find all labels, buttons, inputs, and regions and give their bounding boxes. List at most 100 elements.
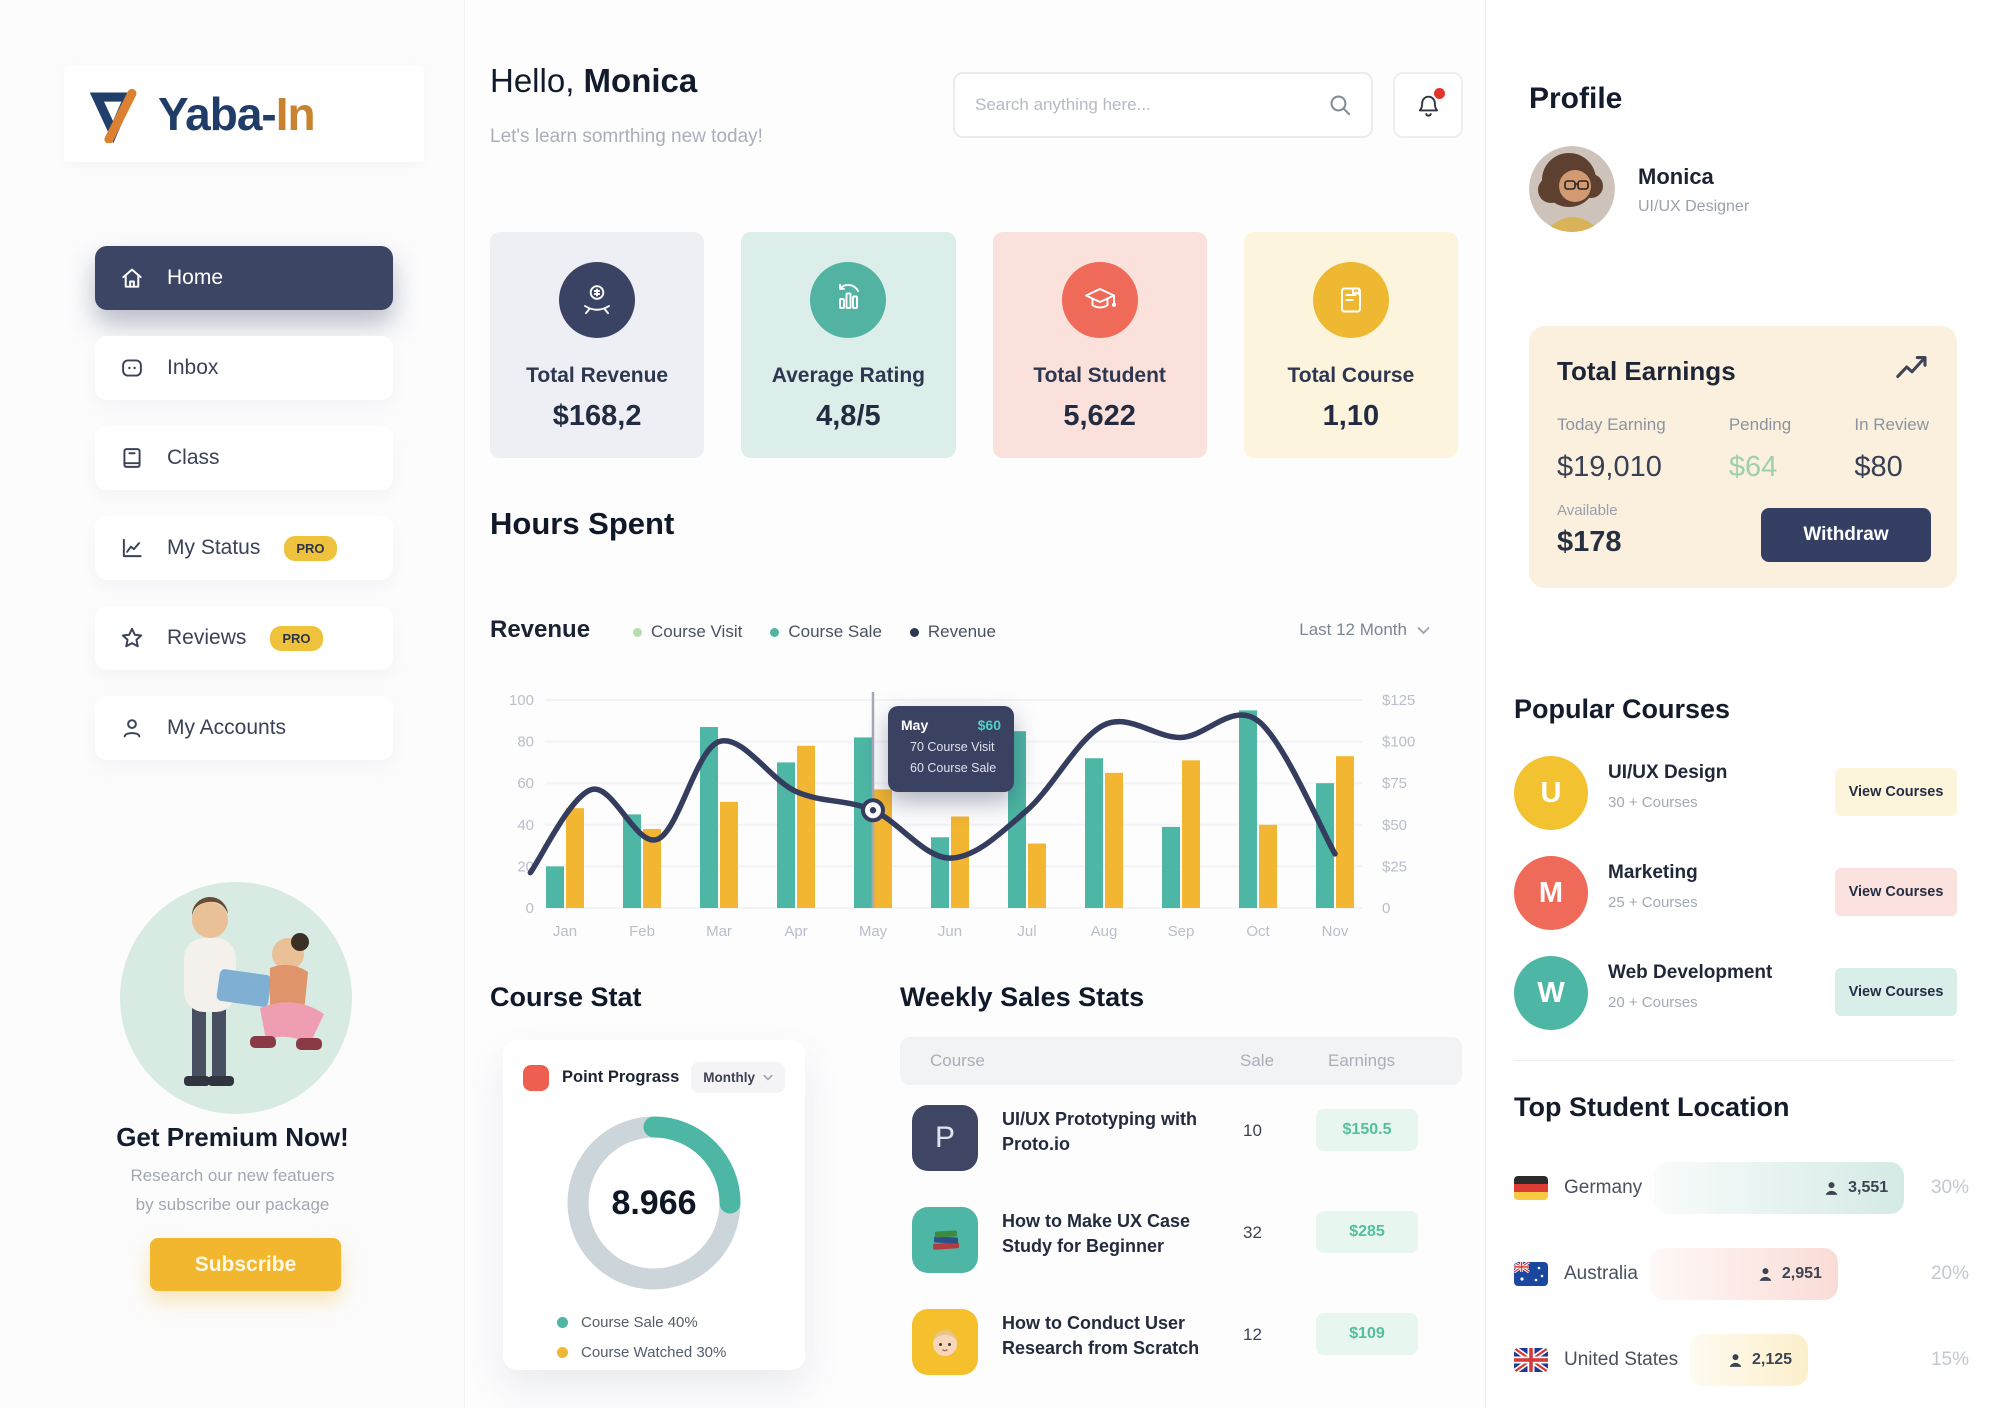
svg-text:40: 40 [517,817,534,834]
svg-text:Jul: Jul [1017,923,1036,940]
tooltip-month: May [901,717,929,733]
premium-illustration [120,882,352,1114]
divider [1514,1060,1954,1061]
brand-logo-icon [89,88,137,143]
course-item-uiux-design[interactable]: U UI/UX Design 30 + Courses View Courses [1514,752,1969,836]
tooltip-line: 70 Course Visit [910,740,995,754]
chart-tooltip: May $60 70 Course Visit 60 Course Sale [888,706,1014,792]
table-row[interactable]: P UI/UX Prototyping with Proto.io 10 $15… [900,1099,1462,1191]
view-courses-button[interactable]: View Courses [1835,968,1957,1016]
legend-revenue: Revenue [909,622,996,642]
books-icon [912,1207,978,1273]
proto-io-icon: P [912,1105,978,1171]
svg-text:$100: $100 [1382,734,1415,751]
avatar[interactable] [1529,146,1615,232]
svg-text:Apr: Apr [784,923,807,940]
graduation-cap-icon [1061,262,1138,338]
svg-text:Aug: Aug [1091,923,1118,940]
svg-text:May: May [859,923,888,940]
chart-legend: Course Visit Course Sale Revenue [633,622,996,642]
sidebar-item-inbox[interactable]: Inbox [95,336,393,400]
revenue-icon [559,262,636,338]
point-progress-icon [523,1064,549,1091]
course-stat-card: Point Prograss Monthly 8.966 Course Sale… [503,1040,805,1370]
earnings-badge: $109 [1316,1313,1418,1355]
total-earnings-title: Total Earnings [1557,356,1736,386]
view-courses-button[interactable]: View Courses [1835,868,1957,916]
monthly-dropdown[interactable]: Monthly [691,1062,785,1093]
legend-dot [633,627,642,637]
withdraw-button[interactable]: Withdraw [1761,508,1931,562]
table-row[interactable]: How to Make UX Case Study for Beginner 3… [900,1201,1462,1293]
course-icon [1312,262,1389,338]
right-panel: Profile Monica UI/UX Designer Total Earn… [1485,0,1996,1408]
sidebar-item-class[interactable]: Class [95,426,393,490]
stat-cards: Total Revenue $168,2 Average Rating 4,8/… [490,232,1458,458]
brand-logo[interactable]: Yaba-In [64,66,424,162]
stat-value: 5,622 [1063,400,1136,432]
today-earning: Today Earning $19,010 [1557,415,1666,483]
sidebar-nav: Home Inbox Class My Status PRO [95,246,393,760]
stat-label: Total Student [1033,364,1166,387]
svg-text:$25: $25 [1382,858,1407,875]
course-item-web-development[interactable]: W Web Development 20 + Courses View Cour… [1514,952,1969,1036]
student-count-bar: 3,551 [1654,1162,1905,1214]
stat-card-average-rating[interactable]: Average Rating 4,8/5 [741,232,956,458]
course-item-marketing[interactable]: M Marketing 25 + Courses View Courses [1514,852,1969,936]
stat-card-total-course[interactable]: Total Course 1,10 [1243,232,1458,458]
earnings-badge: $150.5 [1316,1109,1418,1151]
course-initial-badge: M [1514,856,1588,930]
svg-text:$125: $125 [1382,692,1415,709]
sidebar-item-home[interactable]: Home [95,246,393,310]
sidebar-item-my-status[interactable]: My Status PRO [95,516,393,580]
search-icon[interactable] [1327,92,1353,118]
available-value: $178 [1557,526,1622,558]
subscribe-button[interactable]: Subscribe [150,1238,341,1291]
legend-dot [770,627,780,637]
in-review-earning: In Review $80 [1854,415,1929,483]
date-range-dropdown[interactable]: Last 12 Month [1299,620,1430,640]
chart-header: Revenue Course Visit Course Sale Revenue… [490,614,1460,654]
stat-label: Total Course [1287,364,1415,387]
svg-text:0: 0 [1382,900,1390,917]
donut-legend: Course Sale 40% Course Watched 30% [523,1314,785,1361]
stat-card-total-revenue[interactable]: Total Revenue $168,2 [490,232,705,458]
sidebar-item-reviews[interactable]: Reviews PRO [95,606,393,670]
sidebar-item-label: Reviews [167,626,247,649]
popular-courses-title: Popular Courses [1514,694,1731,724]
svg-text:Oct: Oct [1246,923,1270,940]
greeting-subtitle: Let's learn somrthing new today! [490,126,763,147]
bell-icon [1418,95,1438,117]
table-header: Course Sale Earnings [900,1037,1462,1085]
svg-text:Jan: Jan [553,923,577,940]
stat-card-total-student[interactable]: Total Student 5,622 [992,232,1207,458]
legend-dot [557,1347,568,1358]
location-row-germany[interactable]: Germany 3,551 30% [1514,1160,1969,1216]
course-initial-badge: U [1514,756,1588,830]
view-courses-button[interactable]: View Courses [1835,768,1957,816]
table-row[interactable]: How to Conduct User Research from Scratc… [900,1303,1462,1395]
donut-center-value: 8.966 [611,1183,697,1222]
location-row-australia[interactable]: Australia 2,951 20% [1514,1246,1969,1302]
location-row-united-states[interactable]: United States 2,125 15% [1514,1332,1969,1388]
svg-text:Feb: Feb [629,923,655,940]
trending-up-icon [1896,356,1927,378]
search-input[interactable] [955,95,1327,115]
pro-badge: PRO [270,625,323,651]
profile-name: Monica [1638,164,1714,189]
weekly-sales-title: Weekly Sales Stats [900,982,1145,1012]
legend-dot [557,1317,568,1328]
brand-name: Yaba-In [158,88,316,140]
sidebar-item-label: Class [167,446,220,469]
stat-value: 4,8/5 [816,400,881,432]
notification-dot [1433,87,1445,99]
notifications-button[interactable] [1393,72,1463,138]
status-chart-icon [122,538,142,558]
people-icon [1759,1267,1772,1281]
svg-text:$75: $75 [1382,775,1407,792]
earnings-badge: $285 [1316,1211,1418,1253]
svg-text:100: 100 [509,692,534,709]
sidebar-item-my-accounts[interactable]: My Accounts [95,696,393,760]
course-initial-badge: W [1514,956,1588,1030]
weekly-sales-table: Course Sale Earnings P UI/UX Prototyping… [900,1037,1462,1375]
